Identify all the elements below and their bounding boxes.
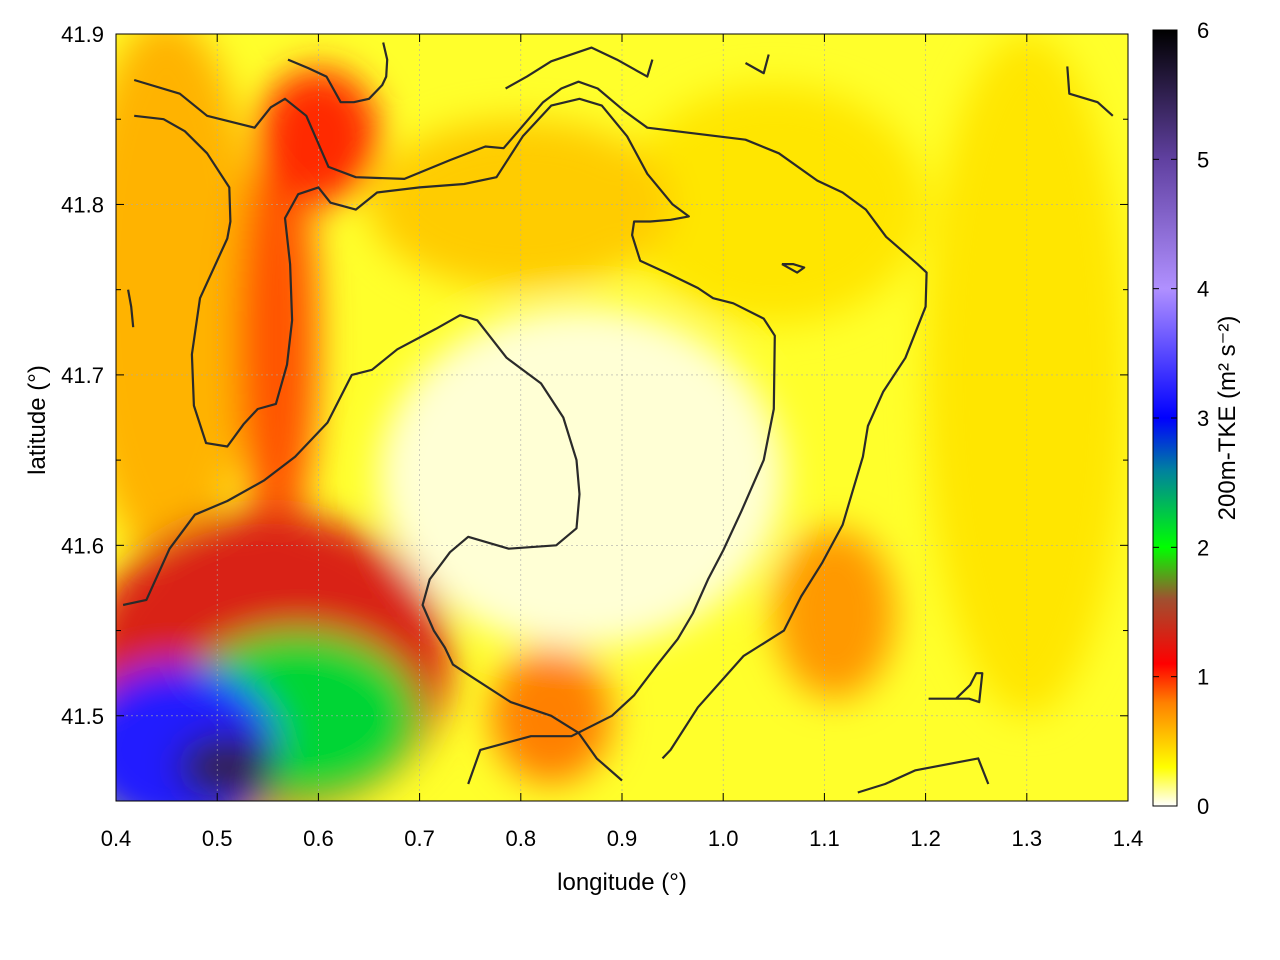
colorbar-tick-label: 1 [1197,665,1209,690]
x-tick-label: 0.6 [303,826,334,851]
x-tick-label: 0.8 [506,826,537,851]
field-low-region [379,306,784,648]
contour-line [1066,66,1114,117]
contour-line [127,289,135,328]
colorbar-ticks: 0 1 2 3 4 5 6 [1153,18,1209,819]
x-tick-label: 0.7 [404,826,435,851]
contour-line [134,97,776,785]
colorbar-tick-label: 0 [1197,794,1209,819]
y-axis-label: latitude (°) [24,365,51,475]
y-tick-label: 41.5 [61,704,104,729]
x-tick-label: 1.3 [1012,826,1043,851]
x-tick-label: 0.9 [607,826,638,851]
axis-ticks: 0.4 0.5 0.6 0.7 0.8 0.9 1.0 1.1 1.2 1.3 1.4 41.5 41.… [61,22,1143,851]
tke-field [116,34,1128,801]
colorbar-tick-label: 3 [1197,406,1209,431]
x-tick-label: 0.5 [202,826,233,851]
contour-line [287,42,389,104]
contour-line [133,78,928,760]
colorbar-tick-label: 5 [1197,147,1209,172]
contour-line [744,54,770,75]
x-tick-label: 1.2 [910,826,941,851]
contour-line [857,757,990,794]
colorbar-tick-label: 6 [1197,18,1209,43]
x-tick-label: 1.1 [809,826,840,851]
colorbar-label: 200m-TKE (m² s⁻²) [1214,316,1241,521]
contour-line [505,46,654,90]
contour-line [928,672,984,704]
x-tick-label: 1.0 [708,826,739,851]
y-tick-label: 41.9 [61,22,104,47]
y-tick-label: 41.6 [61,533,104,558]
x-tick-label: 0.4 [101,826,132,851]
x-tick-label: 1.4 [1113,826,1144,851]
field-region [773,528,896,699]
contour-line [781,263,806,274]
colorbar-tick-label: 4 [1197,277,1209,302]
y-tick-label: 41.7 [61,363,104,388]
contour-line [122,314,623,782]
field-region [622,85,926,324]
x-axis-label: longitude (°) [557,869,687,896]
field-region [257,68,380,205]
field-region [116,34,258,563]
field-region [176,732,278,801]
y-tick-label: 41.8 [61,192,104,217]
colorbar-tick-label: 2 [1197,535,1209,560]
field-region [237,136,319,546]
contour-lines [122,42,1114,794]
